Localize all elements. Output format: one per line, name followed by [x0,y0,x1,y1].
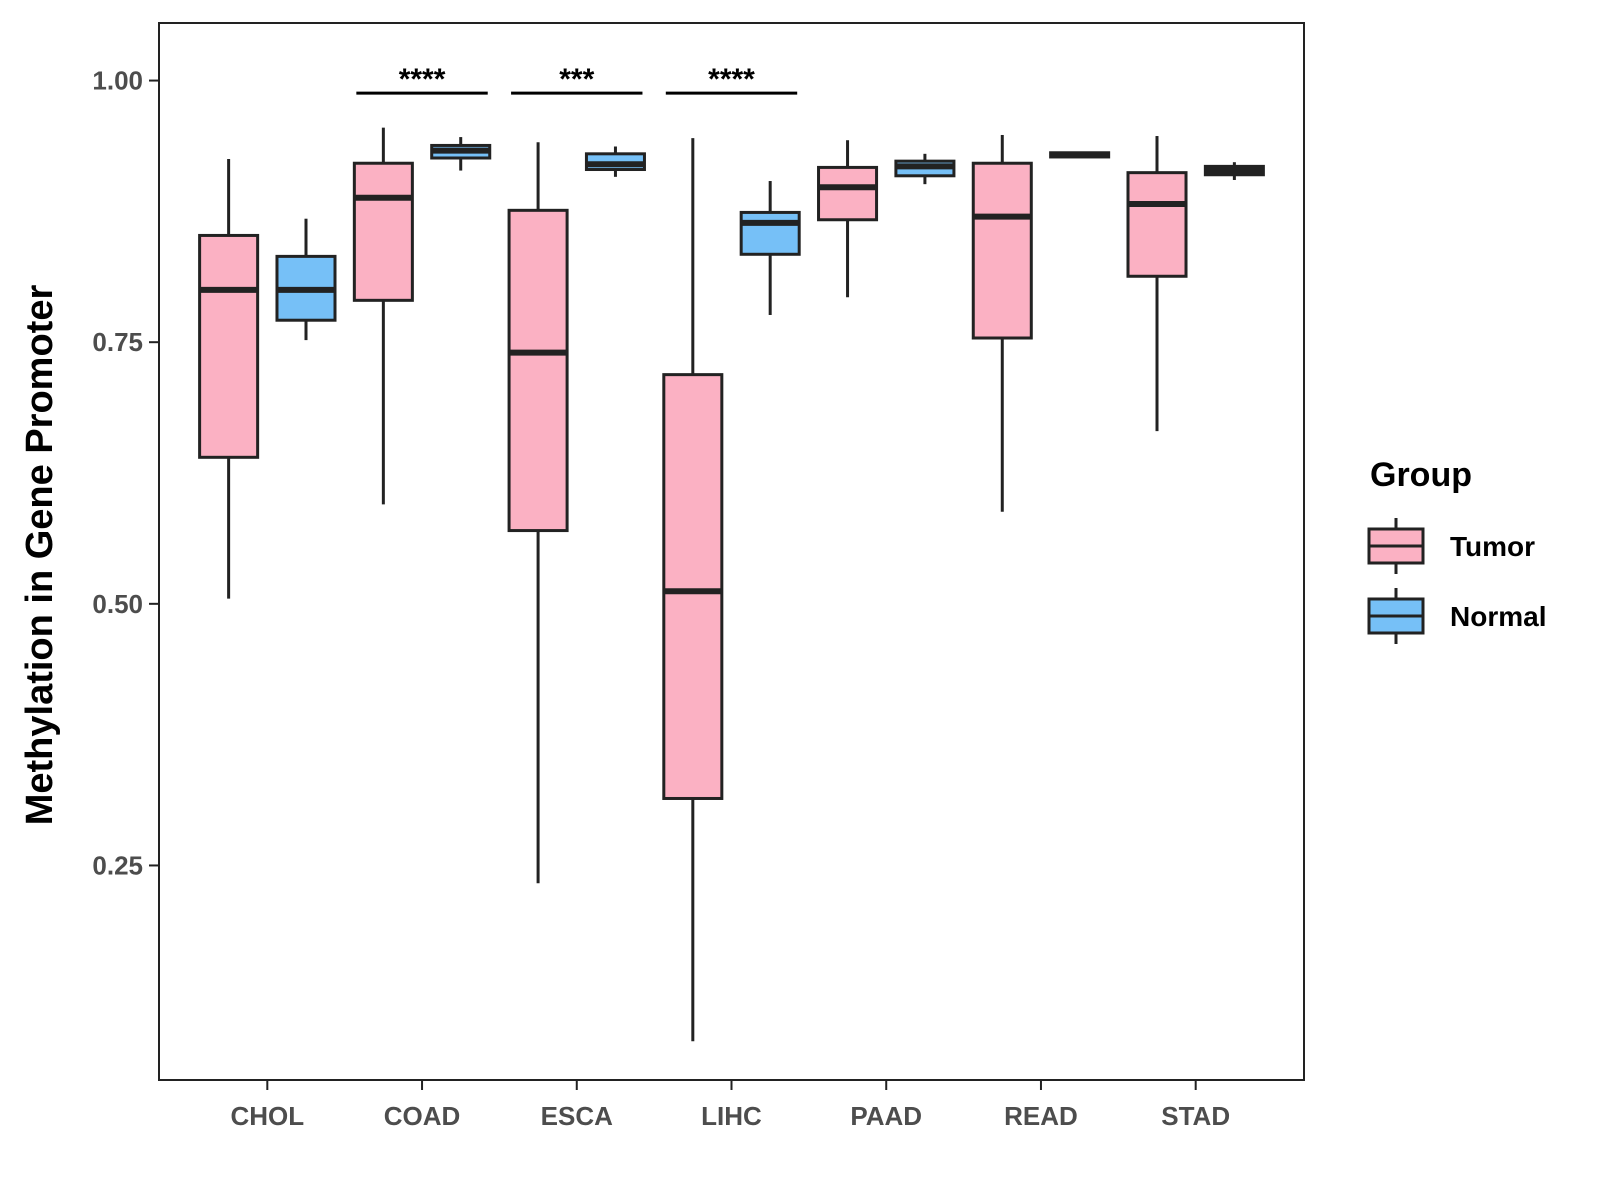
x-tick-label: LIHC [701,1101,762,1131]
plot-panel [158,22,1305,1081]
box-tumor-read [971,134,1033,512]
box-normal-chol [275,218,337,341]
box-tumor-esca [507,142,569,884]
legend-key-normal [1367,588,1425,644]
box-body [739,210,801,256]
y-tick-label: 0.25 [92,850,143,880]
x-tick-label: STAD [1161,1101,1230,1131]
legend: Group Tumor Normal [1367,456,1546,644]
y-tick-label: 0.50 [92,589,143,619]
x-axis: CHOL COAD ESCA LIHC PAAD READ STAD [230,1080,1230,1131]
x-tick-label: READ [1004,1101,1078,1131]
box-normal-esca [584,146,646,177]
box-tumor-coad [352,127,414,505]
box-body [662,373,724,800]
box-series [198,127,1265,1042]
legend-label-tumor: Tumor [1450,531,1535,562]
box-normal-coad [430,137,492,171]
box-normal-lihc [739,181,801,315]
x-tick-label: COAD [384,1101,461,1131]
box-tumor-lihc [662,138,724,1042]
box-body [1126,171,1188,278]
y-tick-label: 1.00 [92,66,143,96]
box-normal-read [1049,151,1111,159]
box-body [507,208,569,533]
significance-stars: *** [559,63,594,96]
box-normal-paad [894,153,956,185]
box-body [971,161,1033,340]
x-tick-label: CHOL [230,1101,304,1131]
box-body [352,161,414,302]
y-tick-label: 0.75 [92,327,143,357]
y-axis: 0.25 0.50 0.75 1.00 [92,66,159,880]
x-tick-label: PAAD [850,1101,922,1131]
significance-annotations: **** *** **** [356,63,798,96]
legend-label-normal: Normal [1450,601,1546,632]
significance-stars: **** [708,63,755,96]
significance-stars: **** [399,63,446,96]
box-tumor-chol [198,159,260,599]
box-body [817,165,879,222]
box-body [198,233,260,459]
legend-title: Group [1370,456,1472,494]
x-tick-label: ESCA [541,1101,613,1131]
legend-key-tumor [1367,518,1425,574]
box-normal-stad [1203,162,1265,180]
box-tumor-paad [817,140,879,298]
box-tumor-stad [1126,136,1188,432]
y-axis-title: Methylation in Gene Promoter [19,285,61,826]
